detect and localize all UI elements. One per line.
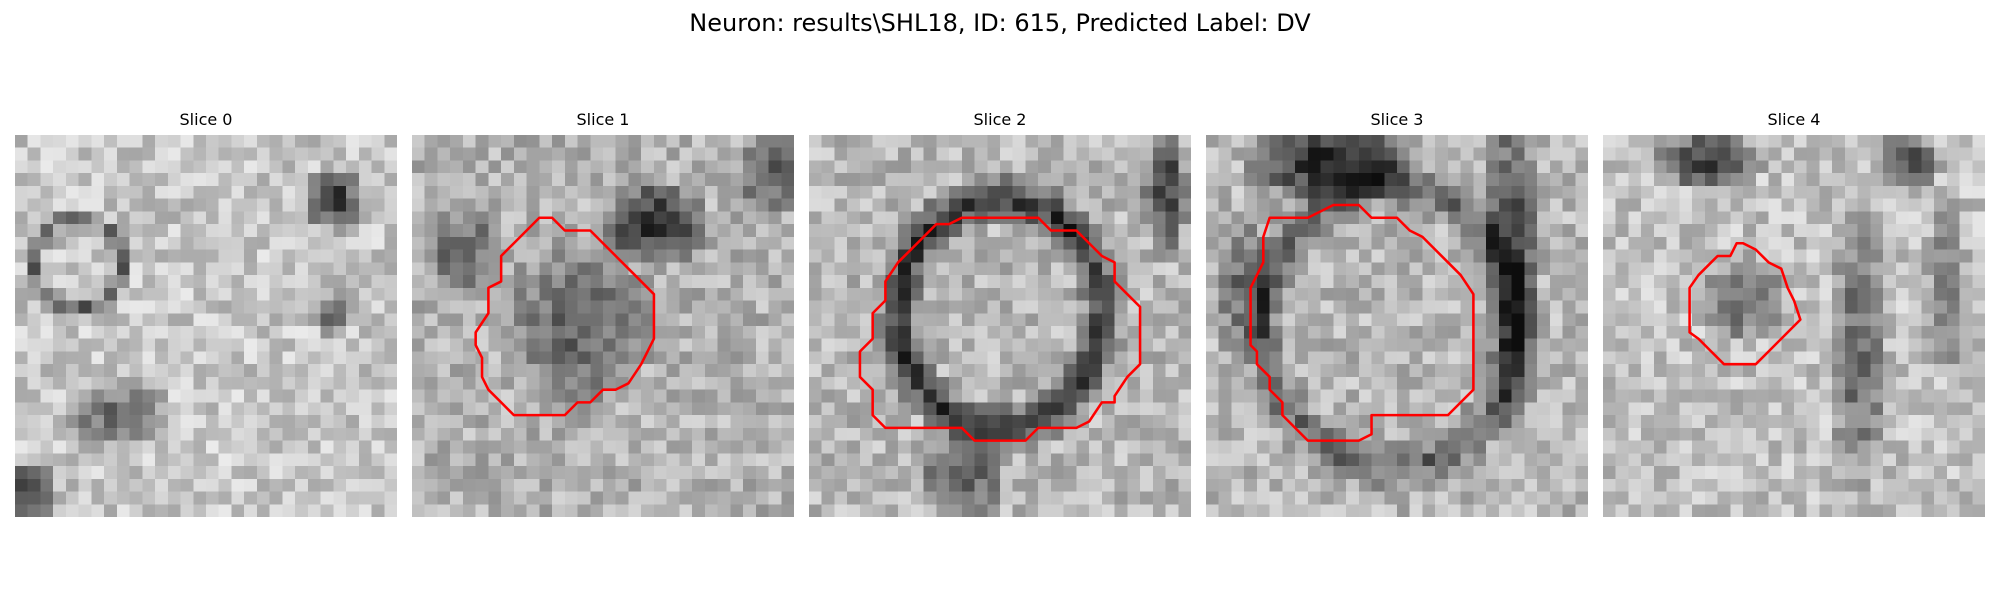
slice-title: Slice 4	[1767, 110, 1821, 129]
slice-title: Slice 1	[576, 110, 630, 129]
slice-image	[412, 135, 794, 517]
slice-title: Slice 2	[973, 110, 1027, 129]
slice-panel-4: Slice 4	[1603, 108, 1985, 517]
slice-title: Slice 3	[1370, 110, 1424, 129]
neuron-contour	[858, 216, 1142, 442]
figure-title: Neuron: results\SHL18, ID: 615, Predicte…	[689, 9, 1311, 37]
slice-title: Slice 0	[179, 110, 233, 129]
slice-image	[1603, 135, 1985, 517]
slice-panel-3: Slice 3	[1206, 108, 1588, 517]
slice-panel-0: Slice 0	[15, 108, 397, 517]
neuron-contour	[1249, 203, 1475, 442]
slice-image	[1206, 135, 1588, 517]
slice-image	[15, 135, 397, 517]
neuron-contour	[474, 216, 656, 417]
slice-image	[809, 135, 1191, 517]
slice-panel-2: Slice 2	[809, 108, 1191, 517]
slice-panel-1: Slice 1	[412, 108, 794, 517]
neuron-contour	[1688, 241, 1802, 366]
